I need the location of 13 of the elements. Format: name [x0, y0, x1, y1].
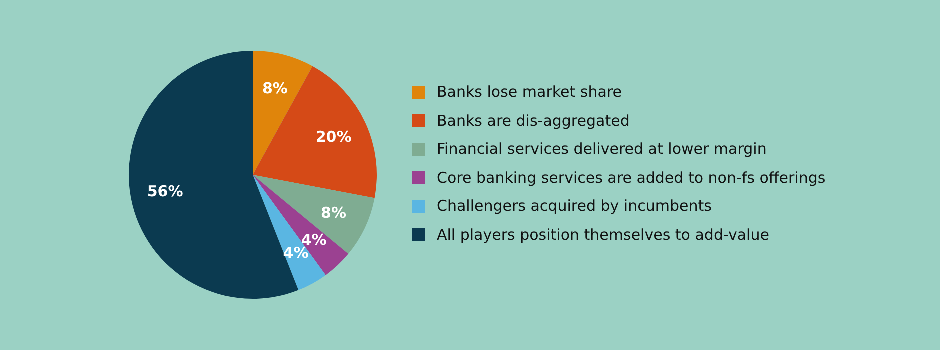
data-label: 56% — [147, 182, 184, 201]
legend-label: Banks are dis-aggregated — [437, 112, 630, 130]
legend-label: Core banking services are added to non-fs offerings — [437, 168, 826, 187]
legend-label: Banks lose market share — [437, 83, 622, 102]
legend-label: Financial services delivered at lower margin — [437, 140, 767, 158]
data-label: 20% — [316, 128, 352, 146]
pie-slice — [253, 175, 349, 276]
legend-label: All players position themselves to add-value — [437, 226, 770, 244]
pie-slice — [253, 66, 377, 198]
data-label: 8% — [321, 204, 347, 222]
data-label: 8% — [262, 80, 288, 98]
legend-label: Challengers acquired by incumbents — [437, 197, 712, 216]
pie-slice — [253, 51, 313, 175]
